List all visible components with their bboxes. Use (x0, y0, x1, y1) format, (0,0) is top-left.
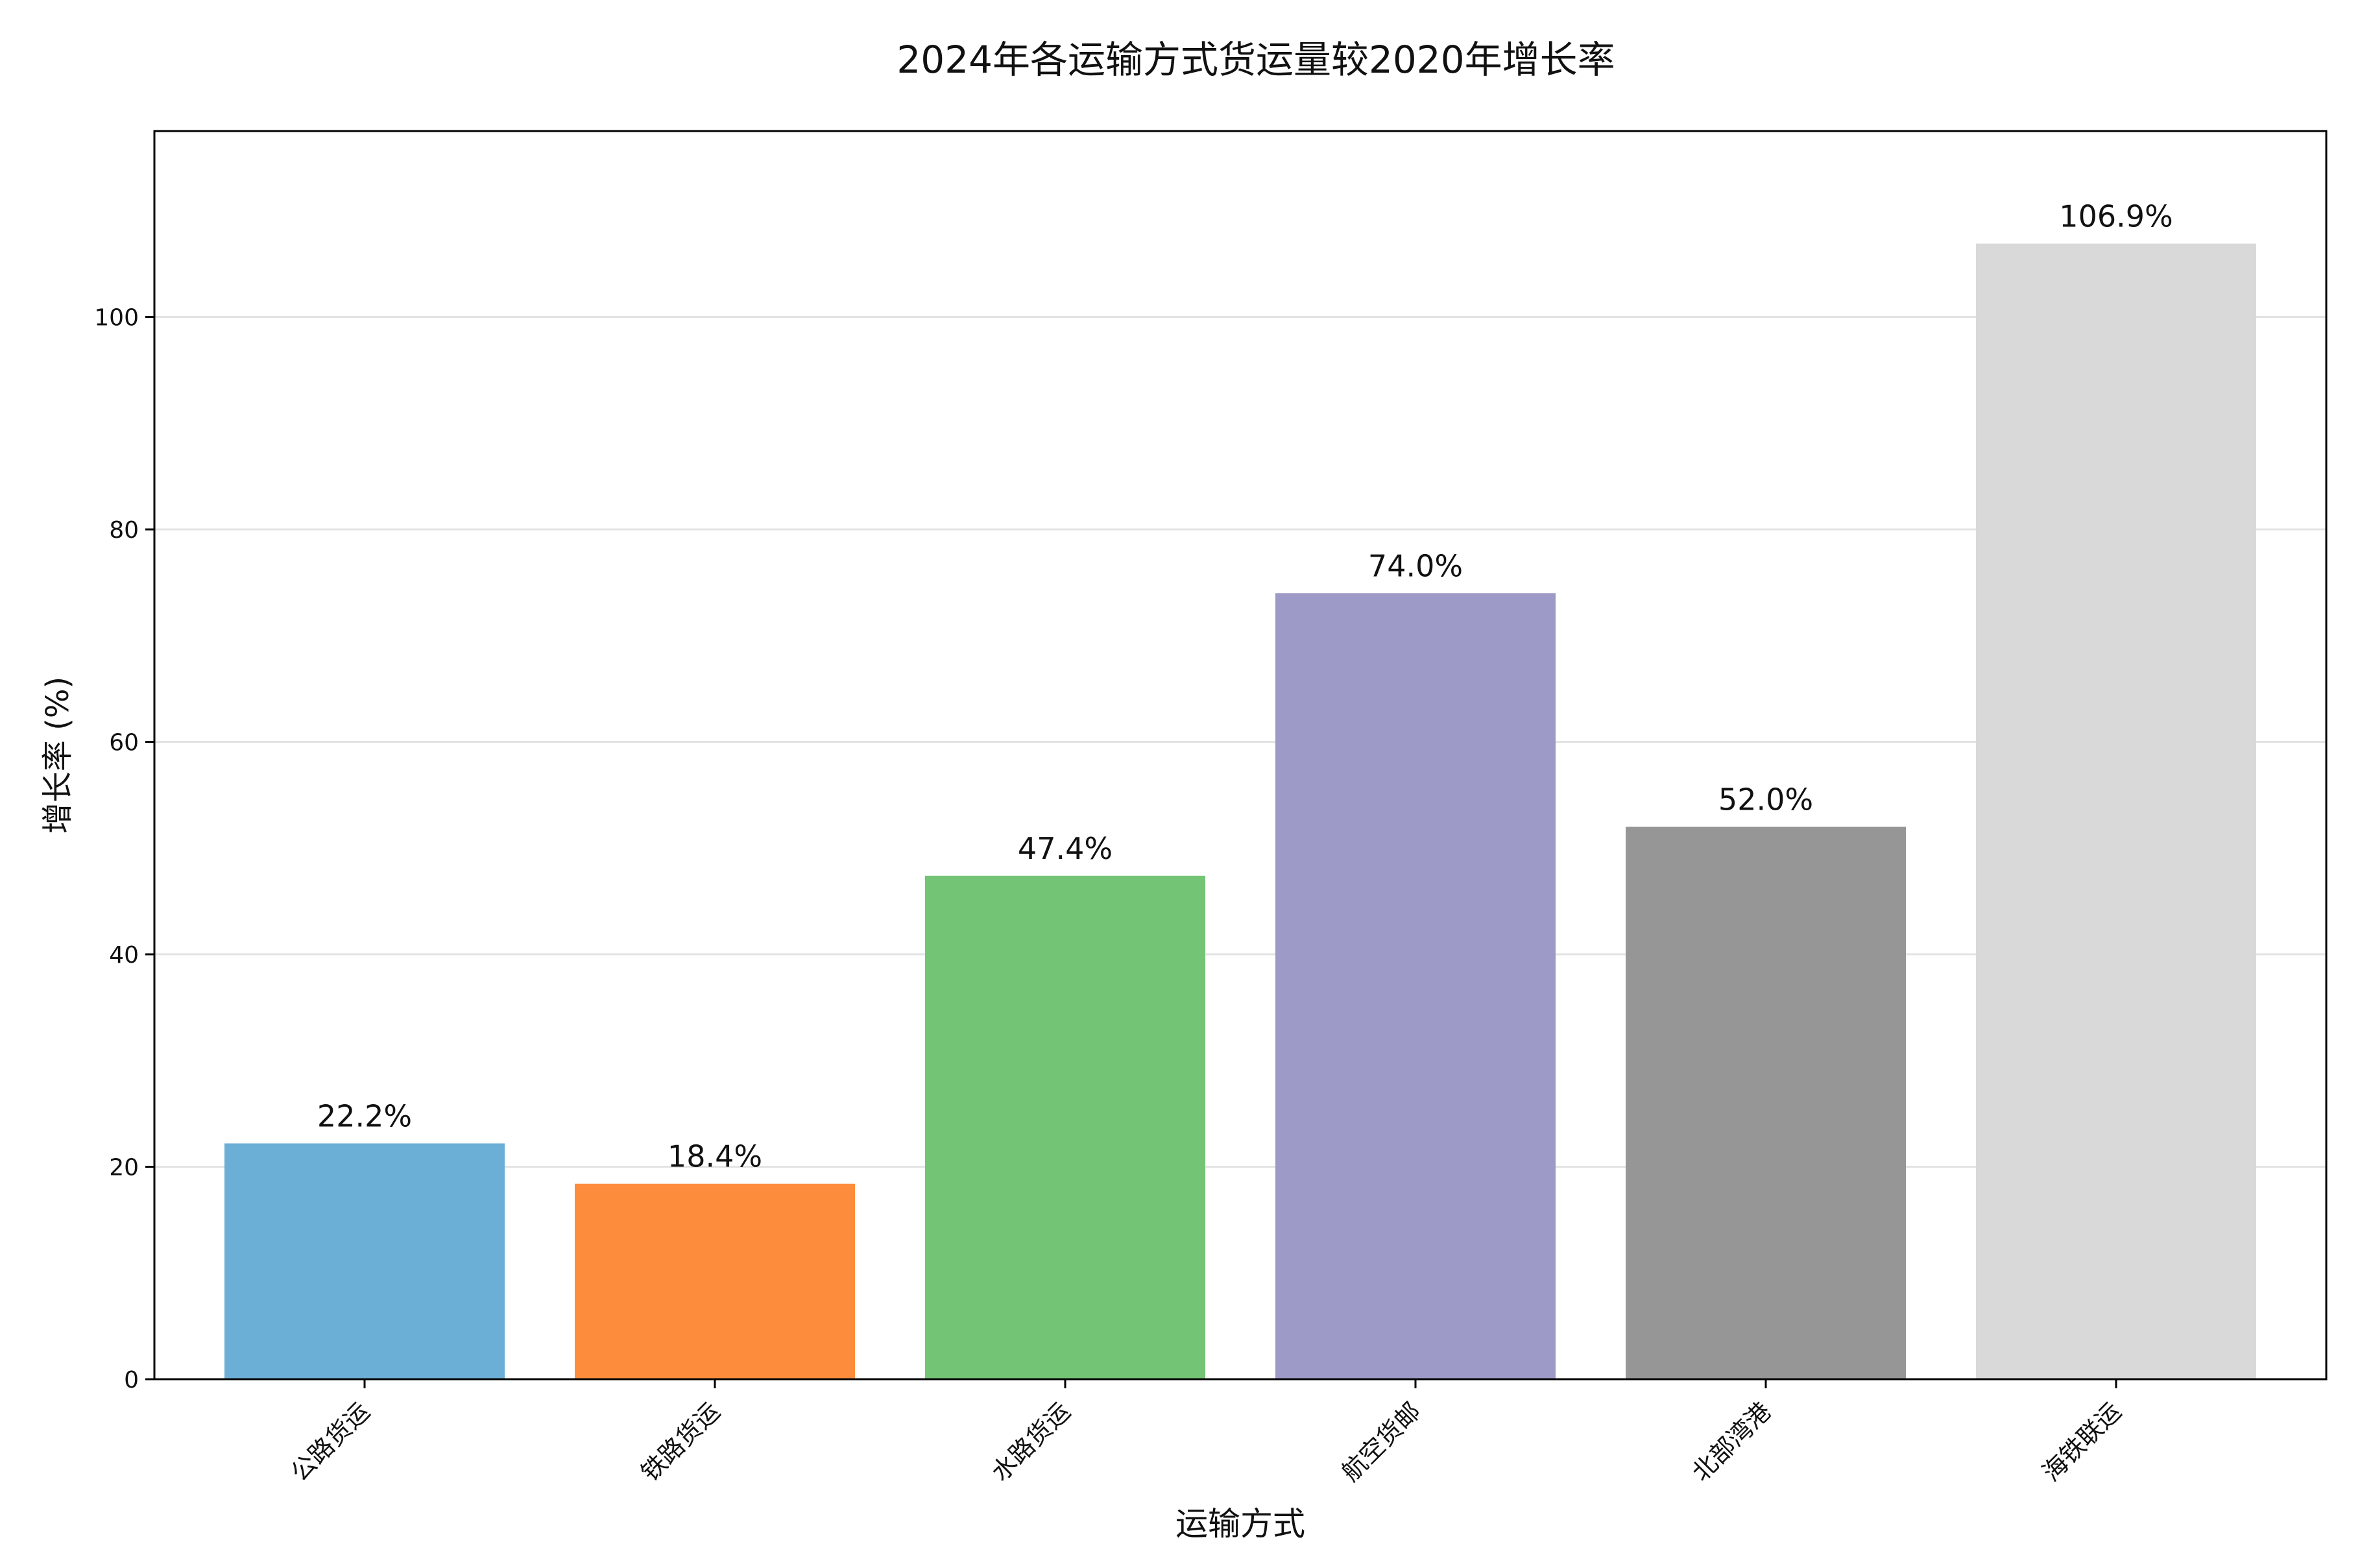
x-axis: 公路货运 铁路货运 水路货运 航空货邮 北部湾港 海铁联运 (285, 1379, 2127, 1487)
x-axis-label: 运输方式 (1175, 1505, 1305, 1543)
data-labels: 22.2% 18.4% 47.4% 74.0% 52.0% 106.9% (317, 199, 2173, 1174)
bar (224, 1143, 505, 1379)
bar (1275, 593, 1556, 1380)
y-tick-label: 0 (124, 1367, 139, 1393)
bars (224, 243, 2256, 1380)
y-axis: 0 20 40 60 80 100 (94, 305, 154, 1393)
x-tick-label: 公路货运 (285, 1397, 376, 1487)
y-tick-label: 20 (109, 1155, 139, 1181)
data-label: 74.0% (1368, 548, 1463, 583)
y-tick-label: 80 (109, 517, 139, 544)
bar (1626, 826, 1906, 1379)
plot-frame (153, 130, 2328, 1381)
chart-title: 2024年各运输方式货运量较2020年增长率 (897, 38, 1615, 82)
data-label: 22.2% (317, 1098, 412, 1133)
bar (575, 1183, 855, 1379)
data-label: 106.9% (2059, 199, 2173, 234)
y-tick-label: 40 (109, 942, 139, 969)
bar (925, 875, 1205, 1379)
y-axis-label: 增长率 (%) (40, 677, 76, 834)
x-tick-label: 铁路货运 (636, 1397, 726, 1487)
x-tick-label: 海铁联运 (2037, 1397, 2127, 1487)
x-tick-label: 水路货运 (986, 1397, 1076, 1487)
y-tick-label: 100 (94, 305, 139, 332)
bar (1976, 243, 2256, 1380)
y-tick-label: 60 (109, 730, 139, 756)
data-label: 18.4% (668, 1139, 762, 1174)
x-tick-label: 航空货邮 (1336, 1397, 1427, 1487)
data-label: 47.4% (1018, 831, 1113, 866)
data-label: 52.0% (1718, 782, 1813, 817)
gridlines (154, 316, 2326, 1168)
x-tick-label: 北部湾港 (1687, 1397, 1777, 1487)
